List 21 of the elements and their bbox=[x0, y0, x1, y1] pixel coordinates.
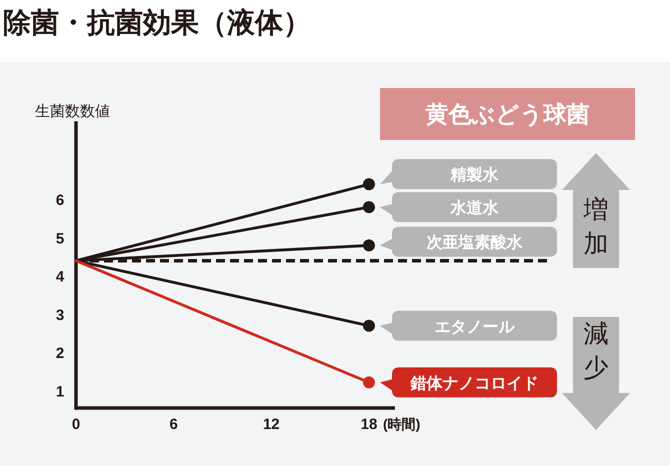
y-tick-label: 2 bbox=[56, 345, 64, 362]
series-label: 精製水 bbox=[450, 167, 498, 184]
series-label: 次亜塩素酸水 bbox=[426, 234, 522, 252]
series-label: 水道水 bbox=[450, 200, 498, 218]
y-tick-label: 4 bbox=[56, 268, 64, 286]
annotation: 増加 bbox=[584, 196, 608, 258]
y-tick-label: 1 bbox=[56, 383, 64, 400]
y-axis-title: 生菌数数値 bbox=[35, 103, 110, 120]
chart-title: 除菌・抗菌効果（液体） bbox=[3, 7, 311, 38]
subtitle: 黄色ぶどう球菌 bbox=[426, 101, 590, 127]
y-tick-label: 3 bbox=[56, 306, 64, 324]
x-tick-label: 18 bbox=[360, 416, 378, 433]
x-tick-label: 12 bbox=[262, 416, 280, 433]
annotation: 減少 bbox=[584, 320, 608, 382]
y-tick-label: 5 bbox=[56, 230, 64, 248]
x-tick-label: 6 bbox=[169, 416, 178, 433]
y-tick-label: 6 bbox=[56, 192, 64, 209]
x-axis-title: (時間) bbox=[383, 416, 420, 432]
series-label: エタノール bbox=[434, 318, 514, 336]
series-label: 錯体ナノコロイド bbox=[410, 375, 538, 392]
x-tick-label: 0 bbox=[72, 416, 80, 433]
